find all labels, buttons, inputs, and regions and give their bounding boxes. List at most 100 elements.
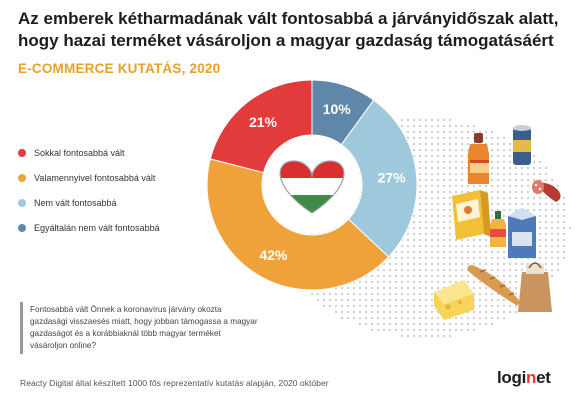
map-dot (358, 310, 362, 314)
map-dot (424, 130, 428, 134)
map-dot (562, 226, 566, 230)
map-dot (556, 238, 560, 242)
map-dot (382, 286, 386, 290)
map-dot (460, 238, 464, 242)
map-dot (460, 124, 464, 128)
map-dot (346, 298, 350, 302)
map-dot (418, 160, 422, 164)
map-dot (388, 286, 392, 290)
map-dot (514, 190, 518, 194)
map-dot (394, 298, 398, 302)
map-dot (484, 316, 488, 320)
map-dot (406, 286, 410, 290)
map-dot (466, 184, 470, 188)
map-dot (538, 226, 542, 230)
map-dot (550, 178, 554, 182)
map-dot (430, 232, 434, 236)
map-dot (412, 136, 416, 140)
map-dot (436, 232, 440, 236)
map-dot (448, 322, 452, 326)
map-dot (460, 316, 464, 320)
map-dot (388, 316, 392, 320)
map-dot (376, 328, 380, 332)
map-dot (472, 328, 476, 332)
map-dot (364, 280, 368, 284)
map-dot (424, 298, 428, 302)
map-dot (394, 256, 398, 260)
map-dot (430, 256, 434, 260)
map-dot (454, 142, 458, 146)
map-dot (490, 250, 494, 254)
map-dot (436, 226, 440, 230)
map-dot (442, 244, 446, 248)
map-dot (454, 244, 458, 248)
map-dot (454, 160, 458, 164)
map-dot (448, 160, 452, 164)
map-dot (418, 124, 422, 128)
map-dot (496, 136, 500, 140)
map-dot (322, 304, 326, 308)
map-dot (328, 304, 332, 308)
map-dot (442, 334, 446, 338)
map-dot (412, 292, 416, 296)
map-dot (424, 262, 428, 266)
map-dot (430, 220, 434, 224)
map-dot (430, 280, 434, 284)
map-dot (502, 214, 506, 218)
map-dot (424, 334, 428, 338)
map-dot (436, 334, 440, 338)
map-dot (508, 142, 512, 146)
map-dot (424, 172, 428, 176)
map-dot (388, 310, 392, 314)
map-dot (430, 226, 434, 230)
map-dot (430, 130, 434, 134)
map-dot (418, 310, 422, 314)
map-dot (430, 238, 434, 242)
map-dot (448, 130, 452, 134)
map-dot (514, 310, 518, 314)
map-dot (412, 274, 416, 278)
map-dot (430, 298, 434, 302)
map-dot (526, 172, 530, 176)
map-dot (358, 298, 362, 302)
map-dot (436, 250, 440, 254)
map-dot (466, 328, 470, 332)
map-dot (502, 154, 506, 158)
map-dot (448, 220, 452, 224)
map-dot (484, 130, 488, 134)
map-dot (400, 304, 404, 308)
map-dot (490, 178, 494, 182)
map-dot (454, 316, 458, 320)
map-dot (322, 298, 326, 302)
map-dot (496, 202, 500, 206)
map-dot (442, 172, 446, 176)
map-dot (442, 160, 446, 164)
map-dot (484, 184, 488, 188)
map-dot (418, 316, 422, 320)
map-dot (448, 154, 452, 158)
map-dot (466, 274, 470, 278)
map-dot (334, 298, 338, 302)
map-dot (316, 292, 320, 296)
map-dot (340, 298, 344, 302)
map-dot (490, 130, 494, 134)
map-dot (394, 274, 398, 278)
map-dot (436, 208, 440, 212)
cheese-icon (434, 280, 474, 320)
map-dot (448, 190, 452, 194)
map-dot (466, 322, 470, 326)
map-dot (436, 124, 440, 128)
map-dot (418, 214, 422, 218)
map-dot (550, 232, 554, 236)
map-dot (424, 250, 428, 254)
map-dot (424, 328, 428, 332)
map-dot (472, 244, 476, 248)
map-dot (454, 124, 458, 128)
map-dot (550, 238, 554, 242)
logo-prefix: logi (497, 368, 527, 387)
map-dot (472, 256, 476, 260)
map-dot (448, 334, 452, 338)
map-dot (370, 286, 374, 290)
map-dot (370, 316, 374, 320)
map-dot (460, 190, 464, 194)
